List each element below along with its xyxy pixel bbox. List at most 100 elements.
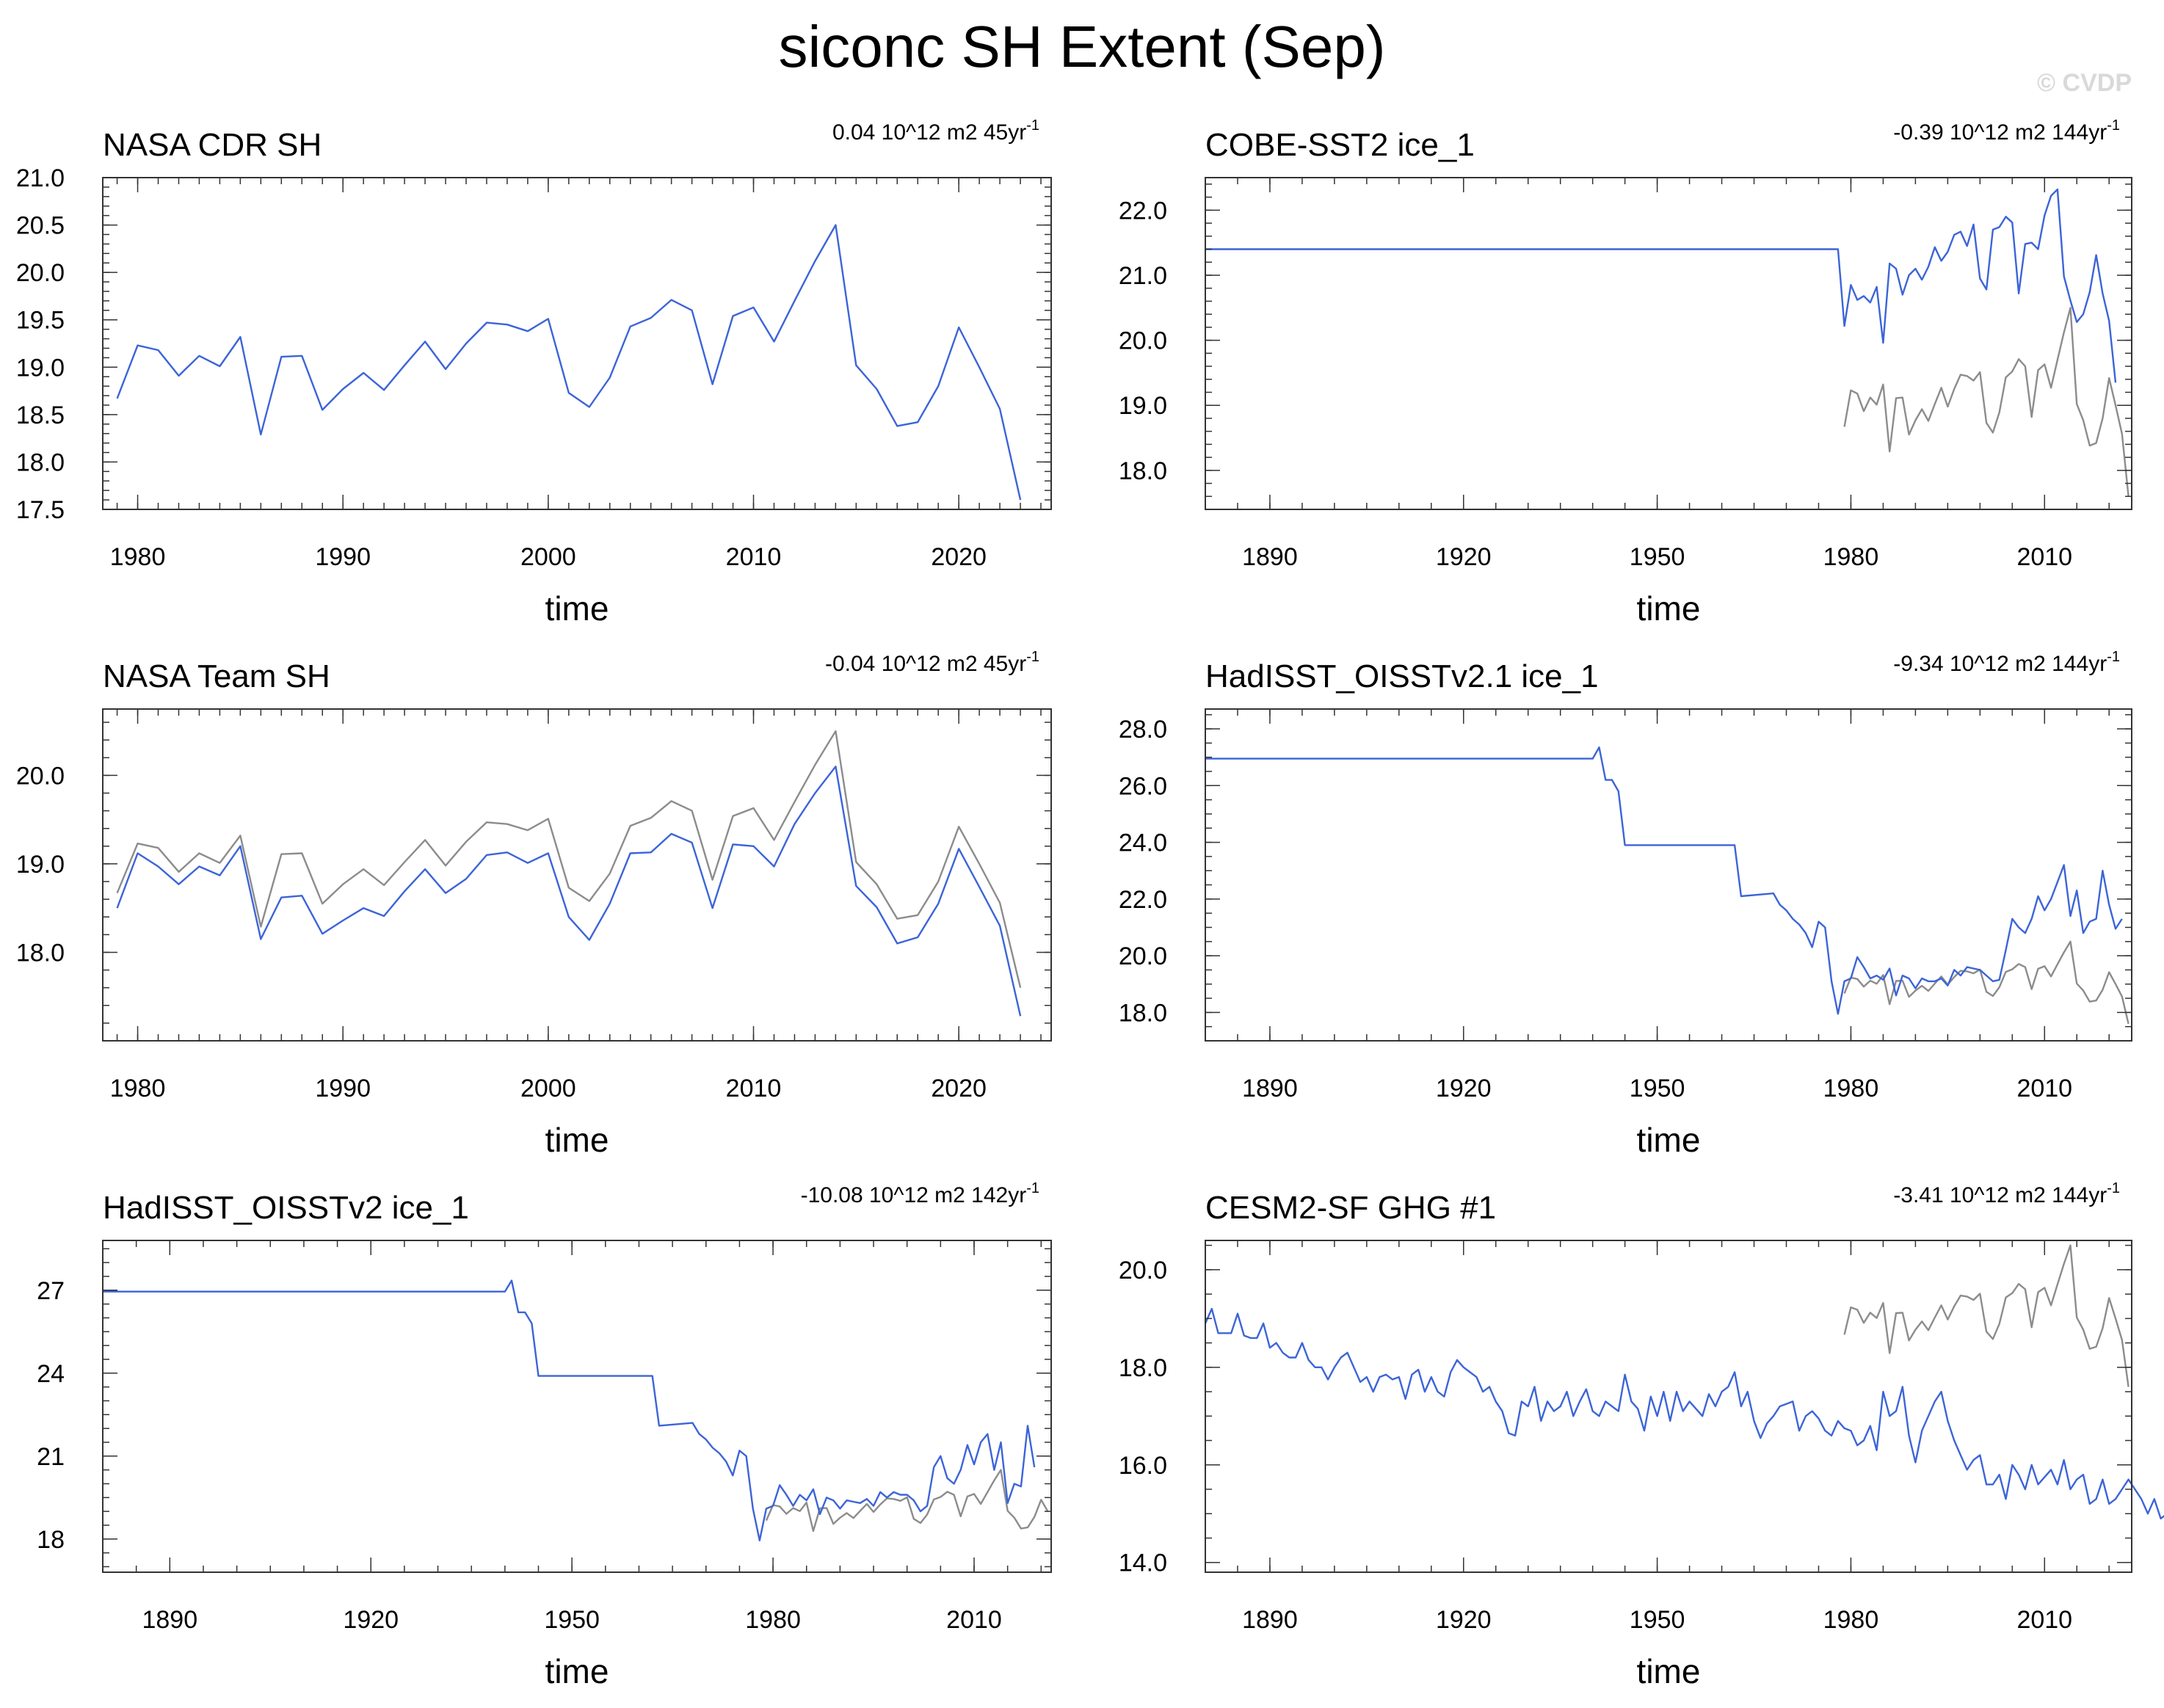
y-tick-label: 18.5 [16, 401, 65, 429]
series-line-cesm2-sf-ghg-1 [1204, 1307, 2164, 1520]
y-tick-label: 18.0 [1119, 1354, 1167, 1382]
y-tick-label: 21 [37, 1443, 65, 1471]
y-tick-label: 21.0 [16, 164, 65, 192]
y-tick-label: 19.0 [16, 851, 65, 879]
x-tick-label: 1920 [1436, 1075, 1492, 1102]
x-tick-label: 1920 [1436, 543, 1492, 571]
panel-title: NASA Team SH [103, 658, 330, 694]
trend-value: -9.34 10^12 m2 144yr [1893, 652, 2107, 676]
series-line-nasa-cdr-sh [116, 224, 1022, 501]
y-tick-label: 27 [37, 1277, 65, 1305]
x-tick-label: 1980 [1823, 543, 1879, 571]
x-tick-label: 2000 [520, 1075, 576, 1102]
tick-marks [102, 1240, 1051, 1572]
trend-value: 0.04 10^12 m2 45yr [832, 120, 1026, 145]
y-tick-label: 20.0 [1119, 942, 1167, 970]
chart-panel-cobe-sst2: 1890 1920 1950 1980 2010 18.0 19.0 20.0 21.0 22.0… [1119, 117, 2132, 628]
tick-marks [103, 177, 1051, 510]
x-tick-label: 1950 [1630, 543, 1685, 571]
plot-frame [102, 708, 1052, 1042]
chart-panel-nasa-team: 1980 1990 2000 2010 2020 18.0 19.0 20.0 NASA Tea… [16, 649, 1052, 1159]
panel-title: HadISST_OISSTv2.1 ice_1 [1205, 658, 1599, 694]
plot-frame [102, 1240, 1052, 1573]
trend-exponent: -1 [1026, 1180, 1039, 1196]
x-tick-label: 1920 [1436, 1606, 1492, 1634]
x-axis-label: time [545, 589, 609, 628]
x-tick-label: 2010 [726, 1075, 782, 1102]
trend-value: -10.08 10^12 m2 142yr [801, 1183, 1027, 1207]
chart-panel-hadisst-oisstv2: 1890 1920 1950 1980 2010 18 21 24 27 HadISST_OISS… [37, 1180, 1052, 1690]
trend-exponent: -1 [2107, 117, 2120, 134]
x-tick-label: 1950 [544, 1606, 600, 1634]
panel-title: COBE-SST2 ice_1 [1205, 127, 1475, 163]
x-tick-label: 1890 [1242, 1075, 1298, 1102]
x-tick-label: 1890 [142, 1606, 197, 1634]
trend-label: -3.41 10^12 m2 144yr-1 [1893, 1180, 2120, 1207]
x-tick-label: 1980 [1823, 1606, 1879, 1634]
series-line-nasa-cdr-sh-obs- [765, 1469, 1049, 1533]
series-line-cobe-sst2-ice-1 [1205, 188, 2117, 383]
plot-frame [1205, 708, 2132, 1042]
series-line-hadisst-oisstv2-ice-1 [103, 1279, 1036, 1541]
y-tick-label: 21.0 [1119, 262, 1167, 290]
panel-title: HadISST_OISSTv2 ice_1 [103, 1190, 469, 1226]
x-axis-label: time [1637, 1121, 1701, 1159]
x-tick-label: 2010 [2016, 543, 2072, 571]
x-tick-label: 1980 [1823, 1075, 1879, 1102]
x-tick-label: 1890 [1242, 1606, 1298, 1634]
y-tick-label: 28.0 [1119, 716, 1167, 744]
trend-label: -9.34 10^12 m2 144yr-1 [1893, 649, 2120, 676]
y-tick-label: 18.0 [1119, 457, 1167, 485]
y-tick-label: 20.0 [1119, 1257, 1167, 1284]
chart-panel-hadisst-oisstv21: 1890 1920 1950 1980 2010 18.0 20.0 22.0 24.0 26.0… [1119, 649, 2132, 1159]
trend-value: -0.04 10^12 m2 45yr [825, 652, 1026, 676]
x-axis-label: time [545, 1652, 609, 1690]
plot-frame [1205, 177, 2132, 510]
y-tick-label: 17.5 [16, 496, 65, 524]
trend-exponent: -1 [2107, 1180, 2120, 1196]
x-tick-label: 1980 [110, 1075, 166, 1102]
y-tick-label: 18.0 [1119, 999, 1167, 1027]
x-tick-label: 1890 [1242, 543, 1298, 571]
y-tick-label: 18 [37, 1526, 65, 1554]
y-tick-label: 22.0 [1119, 197, 1167, 225]
trend-label: 0.04 10^12 m2 45yr-1 [832, 117, 1039, 145]
y-tick-label: 20.0 [16, 762, 65, 790]
trend-label: -0.39 10^12 m2 144yr-1 [1893, 117, 2120, 145]
tick-marks [1205, 1240, 2132, 1572]
y-tick-label: 19.0 [16, 354, 65, 382]
y-tick-label: 19.0 [1119, 392, 1167, 420]
tick-marks [103, 709, 1051, 1042]
x-tick-label: 2020 [931, 1075, 987, 1102]
panel-title: NASA CDR SH [103, 127, 322, 163]
series-line-hadisst-oisstv2-1-ice-1 [1205, 746, 2123, 1015]
x-tick-label: 1990 [315, 1075, 371, 1102]
plot-frame [1205, 1240, 2132, 1573]
x-axis-label: time [1637, 1652, 1701, 1690]
x-tick-label: 1980 [745, 1606, 801, 1634]
y-tick-label: 19.5 [16, 307, 65, 335]
y-tick-label: 20.0 [1119, 327, 1167, 355]
trend-value: -3.41 10^12 m2 144yr [1893, 1183, 2107, 1207]
series-line-nasa-cdr-sh-obs- [1843, 1244, 2129, 1387]
trend-value: -0.39 10^12 m2 144yr [1893, 120, 2107, 145]
y-tick-label: 24 [37, 1360, 65, 1388]
y-tick-label: 22.0 [1119, 886, 1167, 914]
chart-panel-cesm2-sf-ghg: 1890 1920 1950 1980 2010 14.0 16.0 18.0 20.0 CESM… [1119, 1180, 2164, 1690]
y-tick-label: 18.0 [16, 939, 65, 967]
x-tick-label: 2000 [520, 543, 576, 571]
y-tick-label: 20.5 [16, 212, 65, 240]
panel-title: CESM2-SF GHG #1 [1205, 1190, 1496, 1226]
y-tick-label: 16.0 [1119, 1452, 1167, 1480]
y-tick-label: 18.0 [16, 448, 65, 476]
y-tick-label: 20.0 [16, 259, 65, 287]
x-axis-label: time [1637, 589, 1701, 628]
x-tick-label: 1990 [315, 543, 371, 571]
series-line-nasa-cdr-sh-obs- [1843, 307, 2129, 497]
x-tick-label: 1980 [110, 543, 166, 571]
x-tick-label: 2010 [726, 543, 782, 571]
chart-panel-nasa-cdr: 1980 1990 2000 2010 2020 17.5 18.0 18.5 19.0 19.5… [16, 117, 1052, 628]
watermark: © CVDP [2037, 69, 2132, 97]
trend-exponent: -1 [2107, 649, 2120, 665]
